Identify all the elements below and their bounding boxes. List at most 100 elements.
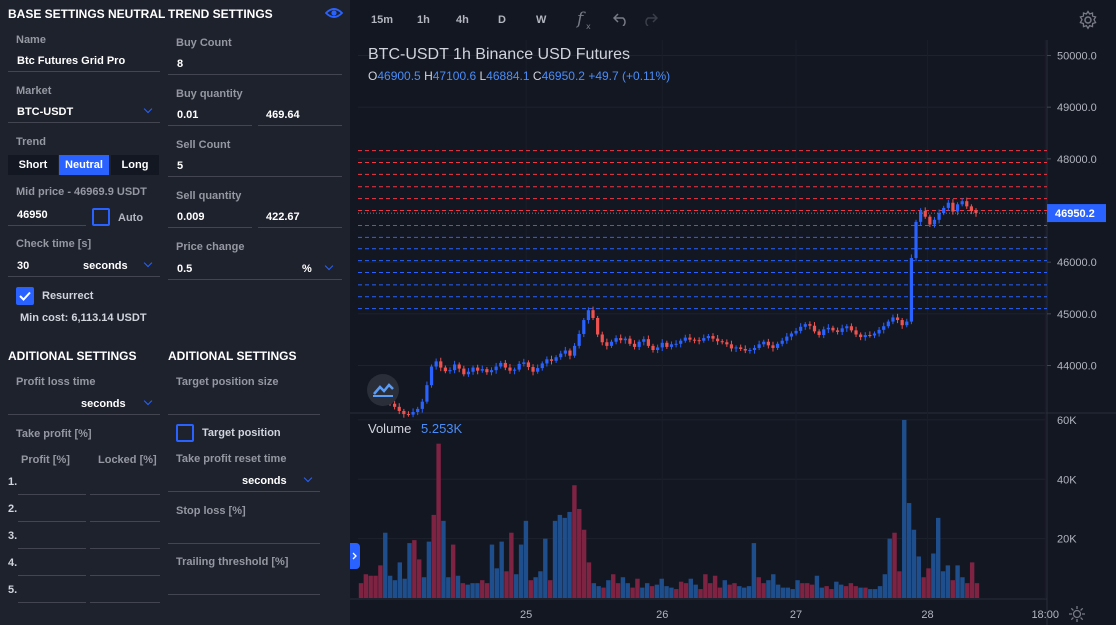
profit-column-label: Profit [%] — [21, 454, 70, 466]
volume-bar — [562, 517, 567, 598]
take-profit-profit-input[interactable] — [18, 500, 86, 522]
volume-bar — [916, 556, 921, 598]
volume-bar — [708, 583, 713, 598]
candle-body — [632, 343, 637, 347]
volume-bar — [863, 587, 868, 598]
timeframe-1h[interactable]: 1h — [417, 14, 430, 26]
volume-bar — [567, 511, 572, 598]
volume-bar — [363, 574, 369, 598]
sell-quantity-input[interactable]: 0.009 — [168, 206, 252, 228]
name-input[interactable]: Btc Futures Grid Pro — [8, 50, 160, 72]
volume-bar — [664, 586, 669, 598]
take-profit-profit-input[interactable] — [18, 554, 86, 576]
volume-bar — [805, 583, 810, 598]
take-profit-locked-input[interactable] — [90, 554, 160, 576]
price-tick-label: 48000.0 — [1057, 154, 1097, 166]
market-select[interactable]: BTC-USDT — [8, 101, 160, 123]
volume-bar — [436, 443, 441, 598]
volume-bar — [635, 578, 640, 598]
redo-icon[interactable] — [642, 12, 658, 26]
trailing-threshold-input[interactable] — [168, 573, 320, 595]
take-profit-reset-time-input[interactable]: seconds — [168, 470, 320, 492]
candle-body — [692, 339, 697, 341]
candle-body — [522, 362, 526, 364]
candle-body — [531, 367, 535, 372]
candle-body — [826, 327, 830, 330]
take-profit-locked-input[interactable] — [90, 473, 160, 495]
candle-body — [900, 320, 904, 326]
check-time-unit[interactable]: seconds — [83, 259, 128, 272]
volume-bar — [945, 565, 951, 598]
candle-body — [683, 337, 687, 341]
candle-body — [619, 338, 623, 341]
price-chart[interactable]: 50000.049000.048000.047000.046000.045000… — [350, 0, 1116, 625]
take-profit-locked-input[interactable] — [90, 527, 160, 549]
eye-icon[interactable] — [325, 6, 343, 20]
settings-sun-icon[interactable] — [1068, 605, 1086, 623]
volume-bar — [906, 503, 912, 598]
candle-body — [909, 258, 914, 322]
candle-body — [845, 326, 849, 329]
candle-body — [895, 317, 900, 321]
check-time-input[interactable]: 30 seconds — [8, 255, 160, 277]
candle-body — [476, 367, 480, 371]
chart-area[interactable]: 15m 1h 4h D W fx 50000.049000.048000.047… — [350, 0, 1116, 625]
sell-count-input[interactable]: 5 — [168, 155, 342, 177]
resurrect-checkbox[interactable] — [16, 287, 34, 305]
open-value: 46900.5 — [377, 69, 421, 83]
undo-icon[interactable] — [613, 12, 629, 26]
stop-loss-input[interactable] — [168, 522, 320, 544]
volume-tick-label: 60K — [1057, 415, 1077, 427]
timeframe-15m[interactable]: 15m — [371, 14, 394, 26]
auto-checkbox[interactable] — [92, 208, 110, 226]
take-profit-profit-input[interactable] — [18, 527, 86, 549]
candle-body — [614, 338, 618, 342]
gear-icon[interactable] — [1078, 10, 1098, 30]
timeframe-d[interactable]: D — [498, 14, 506, 26]
buy-count-input[interactable]: 8 — [168, 53, 342, 75]
mid-price-input[interactable]: 46950 — [8, 204, 86, 226]
candle-body — [831, 327, 835, 331]
candle-body — [725, 342, 729, 345]
take-profit-profit-input[interactable] — [18, 581, 86, 603]
take-profit-locked-input[interactable] — [90, 581, 160, 603]
price-change-unit[interactable]: % — [302, 262, 312, 275]
buy-quantity-input[interactable]: 0.01 — [168, 104, 252, 126]
market-select-value: BTC-USDT — [17, 105, 74, 118]
buy-quantity-label: Buy quantity — [176, 88, 243, 100]
take-profit-locked-input[interactable] — [90, 500, 160, 522]
profit-loss-time-unit[interactable]: seconds — [81, 397, 126, 410]
trend-short-button[interactable]: Short — [8, 155, 58, 175]
volume-bar — [470, 583, 475, 598]
volume-bar — [518, 544, 524, 598]
target-position-checkbox[interactable] — [176, 424, 194, 442]
take-profit-reset-time-unit[interactable]: seconds — [242, 474, 287, 487]
take-profit-row-label: 3. — [8, 530, 18, 542]
price-change-input[interactable]: 0.5% — [168, 258, 342, 280]
volume-bar — [460, 583, 466, 598]
take-profit-row-label: 1. — [8, 476, 18, 488]
volume-bar — [543, 538, 548, 598]
timeframe-w[interactable]: W — [536, 14, 547, 26]
candle-body — [420, 401, 424, 409]
buy-quantity-usd-input[interactable]: 469.64 — [258, 104, 342, 126]
profit-loss-time-input[interactable]: seconds — [8, 393, 160, 415]
target-position-size-input[interactable] — [168, 393, 320, 415]
trend-neutral-button[interactable]: Neutral — [59, 155, 109, 175]
volume-bar — [455, 575, 461, 598]
volume-tick-label: 40K — [1057, 474, 1077, 486]
volume-bar — [494, 568, 500, 598]
name-label: Name — [16, 34, 46, 46]
stop-loss-label: Stop loss [%] — [176, 505, 246, 517]
take-profit-profit-input[interactable] — [18, 473, 86, 495]
trend-long-button[interactable]: Long — [111, 155, 159, 175]
sell-quantity-usd-input[interactable]: 422.67 — [258, 206, 342, 228]
volume-legend: Volume 5.253K — [368, 421, 462, 436]
volume-bar — [640, 587, 645, 598]
logo-badge[interactable] — [367, 374, 399, 406]
volume-bar — [722, 580, 727, 598]
expand-panel-button[interactable] — [350, 543, 360, 569]
timeframe-4h[interactable]: 4h — [456, 14, 469, 26]
candle-body — [596, 317, 600, 335]
